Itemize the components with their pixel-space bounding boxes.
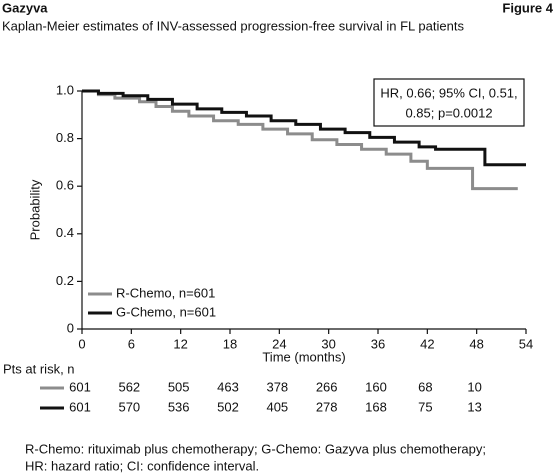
survival-curve — [82, 89, 526, 167]
at-risk-count: 10 — [467, 379, 481, 394]
at-risk-count: 601 — [69, 379, 91, 394]
survival-curve — [82, 89, 518, 191]
legend-label: R-Chemo, n=601 — [116, 285, 215, 300]
y-tick-label: 0.6 — [56, 178, 74, 193]
at-risk-count: 405 — [266, 399, 288, 414]
x-tick-label: 12 — [173, 336, 187, 351]
chart-title: Kaplan-Meier estimates of INV-assessed p… — [2, 18, 464, 33]
at-risk-count: 160 — [365, 379, 387, 394]
x-tick-label: 30 — [321, 336, 335, 351]
x-tick-label: 54 — [519, 336, 533, 351]
x-tick-label: 0 — [78, 336, 85, 351]
x-tick-label: 42 — [420, 336, 434, 351]
at-risk-count: 13 — [467, 399, 481, 414]
at-risk-count: 570 — [118, 399, 140, 414]
y-tick-label: 0.2 — [56, 273, 74, 288]
at-risk-count: 168 — [365, 399, 387, 414]
x-tick-label: 36 — [371, 336, 385, 351]
y-tick-label: 0.4 — [56, 225, 74, 240]
annotation: HR, 0.66; 95% CI, 0.51, — [380, 85, 517, 100]
figure-label: Figure 4 — [502, 0, 553, 15]
at-risk-label: Pts at risk, n — [3, 361, 75, 376]
x-axis-label: Time (months) — [262, 349, 345, 364]
x-tick-label: 24 — [272, 336, 286, 351]
y-tick-label: 0 — [67, 320, 74, 335]
at-risk-count: 601 — [69, 399, 91, 414]
at-risk-count: 463 — [217, 379, 239, 394]
y-tick-label: 1.0 — [56, 82, 74, 97]
at-risk-count: 68 — [418, 379, 432, 394]
at-risk-count: 536 — [168, 399, 190, 414]
at-risk-count: 75 — [418, 399, 432, 414]
annotation: 0.85; p=0.0012 — [405, 105, 492, 120]
x-tick-label: 48 — [469, 336, 483, 351]
legend-label: G-Chemo, n=601 — [116, 304, 216, 319]
y-tick-label: 0.8 — [56, 130, 74, 145]
at-risk-count: 278 — [316, 399, 338, 414]
at-risk-count: 505 — [168, 379, 190, 394]
footnote: R-Chemo: rituximab plus chemotherapy; G-… — [25, 441, 486, 456]
at-risk-count: 378 — [266, 379, 288, 394]
annotation-box — [373, 78, 525, 127]
y-axis-label: Probability — [27, 179, 42, 240]
brand-title: Gazyva — [2, 0, 48, 15]
footnote: HR: hazard ratio; CI: confidence interva… — [25, 458, 259, 473]
x-tick-label: 6 — [128, 336, 135, 351]
at-risk-count: 266 — [316, 379, 338, 394]
at-risk-count: 502 — [217, 399, 239, 414]
at-risk-count: 562 — [118, 379, 140, 394]
x-tick-label: 18 — [223, 336, 237, 351]
